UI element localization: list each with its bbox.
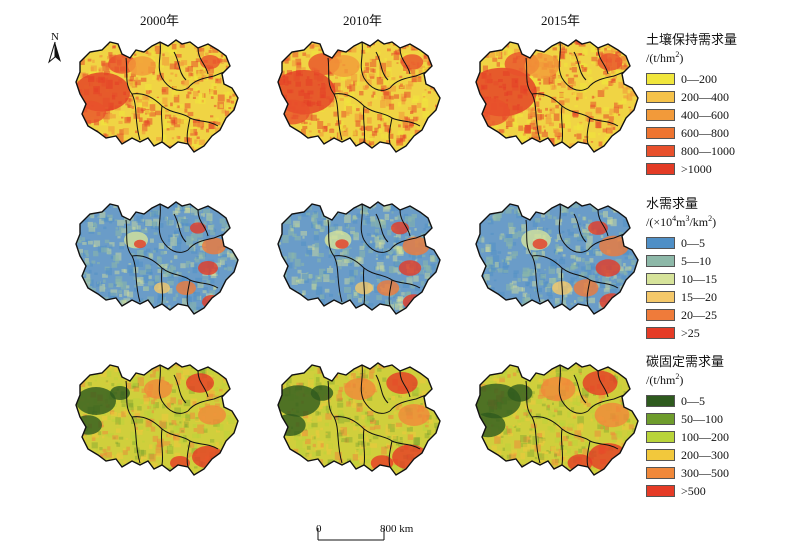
legend-swatch bbox=[646, 327, 675, 339]
legend-item: 10—15 bbox=[646, 270, 717, 288]
legend-swatch bbox=[646, 467, 675, 479]
legend-item: 100—200 bbox=[646, 428, 729, 446]
legend-label: 0—5 bbox=[681, 393, 705, 408]
legend-swatch bbox=[646, 273, 675, 285]
map-water-1 bbox=[277, 201, 441, 315]
legend-label: 100—200 bbox=[681, 429, 729, 444]
scale-end-label: 800 km bbox=[380, 523, 414, 535]
legend-item: 300—500 bbox=[646, 464, 729, 482]
legend-swatch bbox=[646, 485, 675, 497]
legend-label: 20—25 bbox=[681, 307, 717, 322]
legend-item: 20—25 bbox=[646, 306, 717, 324]
legend-item: 200—300 bbox=[646, 446, 729, 464]
year-label-2010: 2010年 bbox=[343, 13, 383, 28]
legend-item: 0—200 bbox=[646, 70, 737, 88]
legend-title-soil: 土壤保持需求量 bbox=[646, 32, 738, 47]
legend-item: 0—5 bbox=[646, 392, 729, 410]
legend-item: 200—400 bbox=[646, 88, 737, 106]
legend-swatch bbox=[646, 73, 675, 85]
legend-title-water: 水需求量 bbox=[646, 196, 699, 211]
legend-swatch bbox=[646, 431, 675, 443]
legend-label: >500 bbox=[681, 483, 706, 498]
legend-swatch bbox=[646, 309, 675, 321]
legend-swatch bbox=[646, 291, 675, 303]
legend-item: 0—5 bbox=[646, 234, 717, 252]
north-arrow-icon: N bbox=[48, 31, 61, 64]
legend-label: 15—20 bbox=[681, 289, 717, 304]
legend-label: 0—200 bbox=[681, 71, 717, 86]
legend-swatch bbox=[646, 237, 675, 249]
legend-label: 600—800 bbox=[681, 125, 729, 140]
map-water-2 bbox=[475, 201, 639, 315]
map-grid bbox=[75, 39, 639, 476]
legend-label: 300—500 bbox=[681, 465, 729, 480]
scale-start-label: 0 bbox=[316, 523, 322, 535]
legend-swatch bbox=[646, 163, 675, 175]
legend-label: 200—300 bbox=[681, 447, 729, 462]
map-carbon-0 bbox=[75, 362, 239, 476]
legend-item: 600—800 bbox=[646, 124, 737, 142]
map-soil-2 bbox=[475, 39, 639, 153]
legend-item: 50—100 bbox=[646, 410, 729, 428]
legend-item: >500 bbox=[646, 482, 729, 500]
legend-label: 50—100 bbox=[681, 411, 723, 426]
legend-soil: 土壤保持需求量 /(t/hm2) 0—200 200—400 400—600 6… bbox=[646, 32, 737, 178]
year-label-2015: 2015年 bbox=[541, 13, 581, 28]
legend-swatch bbox=[646, 255, 675, 267]
legend-swatch bbox=[646, 145, 675, 157]
legend-swatch bbox=[646, 395, 675, 407]
legend-label: >1000 bbox=[681, 161, 712, 176]
legend-swatch bbox=[646, 413, 675, 425]
legend-unit-soil: /(t/hm2) bbox=[646, 50, 684, 65]
legend-item: 400—600 bbox=[646, 106, 737, 124]
map-water-0 bbox=[75, 201, 239, 315]
year-label-2000: 2000年 bbox=[140, 13, 180, 28]
legend-item: >1000 bbox=[646, 160, 737, 178]
legend-carbon: 碳固定需求量 /(t/hm2) 0—5 50—100 100—200 200—3… bbox=[646, 354, 729, 500]
map-carbon-2 bbox=[475, 362, 639, 476]
map-soil-0 bbox=[75, 39, 239, 153]
legend-title-carbon: 碳固定需求量 bbox=[646, 354, 725, 369]
map-carbon-1 bbox=[277, 362, 441, 476]
legend-label: 400—600 bbox=[681, 107, 729, 122]
legend-label: 5—10 bbox=[681, 253, 711, 268]
legend-water: 水需求量 /(×104m3/km2) 0—5 5—10 10—15 15—20 … bbox=[646, 196, 717, 342]
legend-swatch bbox=[646, 449, 675, 461]
scale-bar: 0 800 km bbox=[316, 523, 414, 541]
legend-item: 800—1000 bbox=[646, 142, 737, 160]
legend-unit-water: /(×104m3/km2) bbox=[646, 214, 717, 229]
legend-item: >25 bbox=[646, 324, 717, 342]
north-label: N bbox=[51, 31, 59, 43]
legend-label: 10—15 bbox=[681, 271, 717, 286]
legend-swatch bbox=[646, 91, 675, 103]
legend-label: 200—400 bbox=[681, 89, 729, 104]
legend-item: 5—10 bbox=[646, 252, 717, 270]
legend-swatch bbox=[646, 127, 675, 139]
map-soil-1 bbox=[277, 39, 441, 153]
legend-unit-carbon: /(t/hm2) bbox=[646, 372, 684, 387]
legend-label: >25 bbox=[681, 325, 700, 340]
legend-item: 15—20 bbox=[646, 288, 717, 306]
legend-label: 0—5 bbox=[681, 235, 705, 250]
legend-swatch bbox=[646, 109, 675, 121]
legend-label: 800—1000 bbox=[681, 143, 735, 158]
